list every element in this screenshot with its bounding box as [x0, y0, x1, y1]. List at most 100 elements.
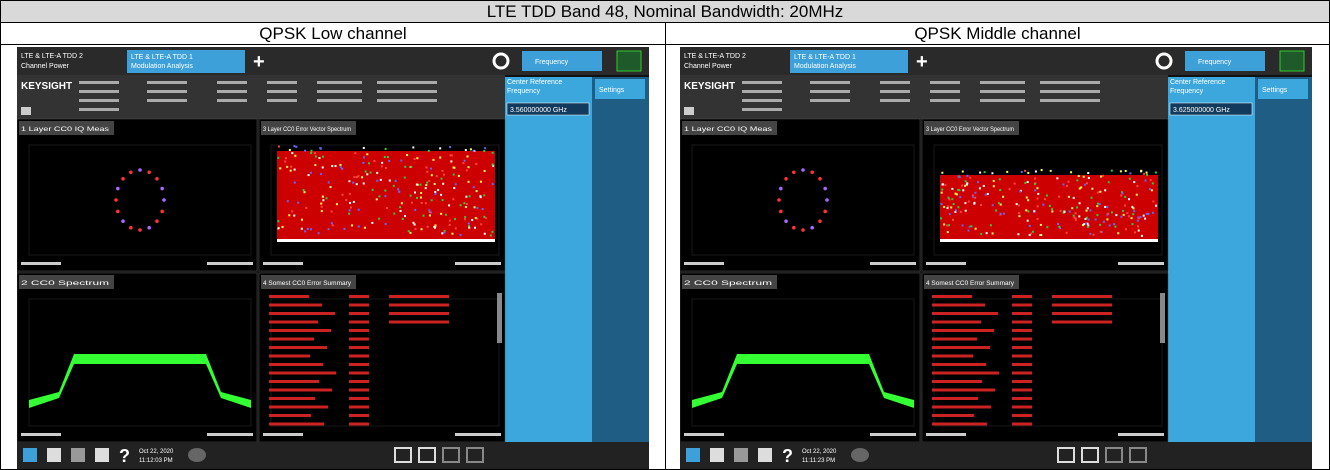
- noise-speck: [1046, 226, 1049, 229]
- constellation-dot: [114, 198, 118, 202]
- noise-speck: [1140, 234, 1143, 237]
- footer-text: [1118, 262, 1164, 265]
- noise-speck: [476, 206, 479, 209]
- info-text: [880, 90, 910, 93]
- menu-button: [522, 51, 602, 71]
- noise-speck: [991, 232, 994, 235]
- noise-speck: [1115, 214, 1118, 217]
- noise-speck: [393, 212, 396, 215]
- summary-text: [1012, 337, 1032, 341]
- constellation-dot: [160, 186, 164, 191]
- noise-speck: [980, 203, 983, 206]
- summary-text: [349, 346, 369, 349]
- summary-text: [269, 354, 310, 358]
- noise-speck: [321, 195, 324, 198]
- noise-speck: [964, 209, 967, 212]
- noise-speck: [304, 149, 307, 152]
- noise-speck: [293, 214, 296, 217]
- noise-speck: [961, 224, 964, 227]
- noise-speck: [355, 183, 358, 186]
- noise-speck: [958, 175, 961, 178]
- constellation-dot: [801, 168, 805, 172]
- noise-speck: [1017, 204, 1020, 207]
- ref-value-box: [1169, 102, 1253, 116]
- noise-speck: [1083, 183, 1086, 186]
- active-tab: [790, 50, 908, 73]
- constellation-dot: [129, 225, 133, 230]
- noise-speck: [980, 232, 983, 235]
- noise-speck: [943, 205, 946, 208]
- noise-speck: [1018, 215, 1021, 218]
- ref-value: 3.625000000 GHz: [1173, 107, 1230, 114]
- noise-speck: [437, 189, 440, 192]
- noise-speck: [1137, 229, 1140, 232]
- title: LTE TDD Band 48, Nominal Bandwidth: 20MH…: [486, 1, 844, 21]
- noise-speck: [1099, 190, 1102, 193]
- noise-speck: [473, 226, 476, 229]
- summary-text: [269, 397, 315, 400]
- noise-speck: [489, 234, 492, 237]
- tab-mode: Modulation Analysis: [131, 63, 193, 70]
- noise-speck: [1027, 199, 1030, 202]
- footer-text: [207, 262, 253, 265]
- noise-speck: [1067, 195, 1070, 198]
- noise-speck: [1120, 194, 1123, 197]
- noise-speck: [1085, 222, 1088, 225]
- window-tab: [261, 275, 356, 289]
- noise-speck: [1074, 212, 1077, 215]
- info-text: [930, 99, 960, 102]
- summary-text: [349, 388, 369, 392]
- info-text: [267, 81, 297, 84]
- noise-speck: [428, 211, 431, 214]
- noise-speck: [452, 198, 455, 201]
- noise-speck: [314, 164, 317, 167]
- taskbar-icon: [442, 447, 460, 463]
- noise-speck: [467, 180, 470, 183]
- noise-speck: [286, 165, 289, 168]
- noise-band: [940, 175, 1158, 241]
- noise-speck: [1140, 170, 1143, 173]
- noise-speck: [392, 184, 395, 187]
- noise-speck: [940, 191, 943, 194]
- noise-speck: [1096, 202, 1099, 205]
- add-tab: +: [253, 51, 265, 73]
- noise-speck: [1139, 216, 1142, 219]
- summary-text: [389, 320, 449, 324]
- noise-speck: [1110, 169, 1113, 172]
- noise-speck: [1142, 214, 1145, 217]
- noise-speck: [484, 147, 487, 150]
- date: Oct 22, 2020: [802, 449, 837, 455]
- noise-speck: [941, 188, 944, 191]
- app-name: LTE & LTE-A TDD 2: [21, 53, 83, 60]
- heading-cell: QPSK Middle channel: [665, 22, 1330, 45]
- constellation-dot: [792, 170, 796, 175]
- noise-speck: [453, 187, 456, 190]
- noise-speck: [339, 163, 342, 166]
- noise-speck: [1036, 218, 1039, 221]
- constellation-dot: [777, 198, 781, 202]
- noise-speck: [303, 191, 306, 194]
- noise-speck: [463, 202, 466, 205]
- noise-speck: [386, 207, 389, 210]
- noise-speck: [989, 224, 992, 227]
- noise-speck: [1146, 173, 1149, 176]
- summary-text: [932, 363, 986, 366]
- noise-speck: [1025, 209, 1028, 212]
- noise-speck: [974, 196, 977, 199]
- noise-speck: [463, 159, 466, 162]
- window-tab: [924, 275, 1019, 289]
- settings-tab: [595, 79, 645, 99]
- noise-speck: [330, 210, 333, 213]
- noise-speck: [454, 227, 457, 230]
- noise-speck: [1086, 222, 1089, 225]
- noise-speck: [425, 166, 428, 169]
- noise-speck: [491, 230, 494, 233]
- noise-speck: [1124, 195, 1127, 198]
- summary-text: [932, 303, 985, 307]
- scroll-bar: [1160, 293, 1165, 343]
- ref-label: Center Reference Frequency: [507, 79, 563, 95]
- time: 11:12:03 PM: [139, 458, 173, 464]
- taskbar: [17, 442, 649, 469]
- noise-speck: [964, 202, 967, 205]
- noise-speck: [277, 227, 280, 230]
